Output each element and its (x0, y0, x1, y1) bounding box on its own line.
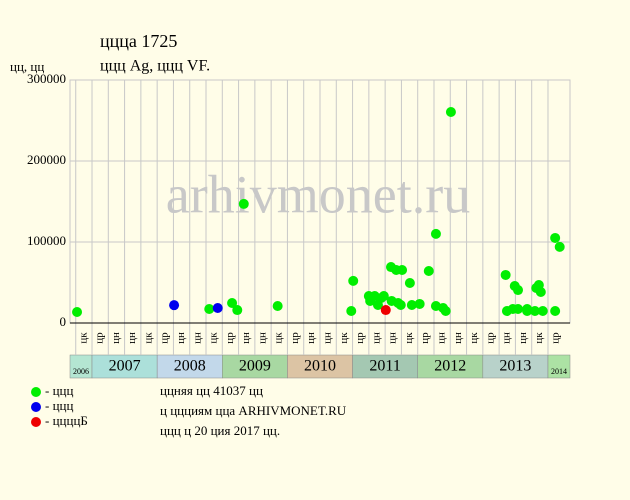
x-tick-label: цк (338, 332, 350, 344)
year-band (547, 354, 571, 379)
y-tick-label: 0 (60, 314, 67, 329)
x-tick-label: цн (452, 332, 464, 344)
data-point (550, 232, 561, 243)
data-point (378, 291, 389, 302)
year-label: 2006 (73, 367, 89, 376)
data-point (395, 300, 406, 311)
x-tick-label: цн (110, 332, 122, 344)
data-point (500, 269, 511, 280)
data-point (204, 303, 215, 314)
data-point (232, 305, 243, 316)
legend-label: - ццццБ (45, 413, 88, 428)
data-point (430, 228, 441, 239)
data-point (397, 265, 408, 276)
x-tick-label: цк (533, 332, 545, 344)
x-tick-label: цн (175, 332, 187, 344)
x-tick-label: цк (403, 332, 415, 344)
data-point (372, 300, 383, 311)
data-point (272, 300, 283, 311)
year-label: 2007 (109, 358, 141, 375)
data-point (537, 306, 548, 317)
year-label: 2008 (174, 358, 206, 375)
chart-subtitle: ццц Ag, ццц VF. (100, 58, 210, 75)
legend-marker (31, 417, 41, 427)
year-label: 2010 (304, 358, 336, 375)
data-point (445, 106, 456, 117)
x-tick-label: цк (142, 332, 154, 344)
legend-marker (31, 402, 41, 412)
data-point (169, 300, 180, 311)
data-point (513, 285, 524, 296)
y-tick-label: 300000 (27, 71, 66, 86)
x-tick-label: цр (289, 332, 301, 344)
x-tick-label: цн (517, 332, 529, 344)
x-tick-label: цн (305, 332, 317, 344)
x-tick-label: цр (224, 332, 236, 344)
x-tick-label: цр (94, 332, 106, 344)
data-point (238, 198, 249, 209)
year-label: 2011 (369, 358, 400, 375)
x-tick-label: цр (484, 332, 496, 344)
legend-label: - ццц (45, 383, 73, 398)
x-tick-label: цр (159, 332, 171, 344)
x-tick-label: цк (77, 332, 89, 344)
x-tick-label: цн (387, 332, 399, 344)
x-tick-label: цр (550, 332, 562, 344)
data-point (550, 306, 561, 317)
x-tick-label: цн (501, 332, 513, 344)
legend-label: - ццц (45, 398, 73, 413)
data-point (227, 297, 238, 308)
x-tick-label: цн (436, 332, 448, 344)
x-tick-label: цн (240, 332, 252, 344)
note: ццц ц 20 ция 2017 цц. (160, 423, 280, 438)
y-tick-label: 200000 (27, 152, 66, 167)
data-point (404, 277, 415, 288)
x-tick-label: цр (419, 332, 431, 344)
y-tick-label: 100000 (27, 233, 66, 248)
x-tick-label: цк (468, 332, 480, 344)
note: ц ццциям цца ARHIVMONET.RU (160, 403, 347, 418)
x-tick-label: цн (322, 332, 334, 344)
year-label: 2014 (551, 367, 567, 376)
data-point (72, 306, 83, 317)
x-tick-label: цк (273, 332, 285, 344)
data-point (535, 286, 546, 297)
x-tick-label: цн (256, 332, 268, 344)
x-tick-label: цк (208, 332, 220, 344)
data-point (406, 300, 417, 311)
data-point (348, 275, 359, 286)
data-point (414, 298, 425, 309)
data-point (513, 303, 524, 314)
watermark: arhivmonet.ru (166, 164, 470, 224)
year-label: 2009 (239, 358, 271, 375)
chart-title: ццца 1725 (100, 31, 177, 51)
data-point (346, 306, 357, 317)
data-point (365, 295, 376, 306)
data-point (529, 306, 540, 317)
data-point (212, 303, 223, 314)
year-label: 2013 (499, 358, 531, 375)
y-axis-label: цц, цц (10, 59, 44, 74)
x-tick-label: цн (370, 332, 382, 344)
data-point (423, 265, 434, 276)
legend-marker (31, 387, 41, 397)
data-point (380, 305, 391, 316)
x-tick-label: цн (191, 332, 203, 344)
year-label: 2012 (434, 358, 466, 375)
data-point (440, 306, 451, 317)
x-tick-label: цр (354, 332, 366, 344)
data-point (554, 241, 565, 252)
note: ццняя цц 41037 цц (160, 383, 263, 398)
data-point (522, 306, 533, 317)
x-tick-label: цн (126, 332, 138, 344)
